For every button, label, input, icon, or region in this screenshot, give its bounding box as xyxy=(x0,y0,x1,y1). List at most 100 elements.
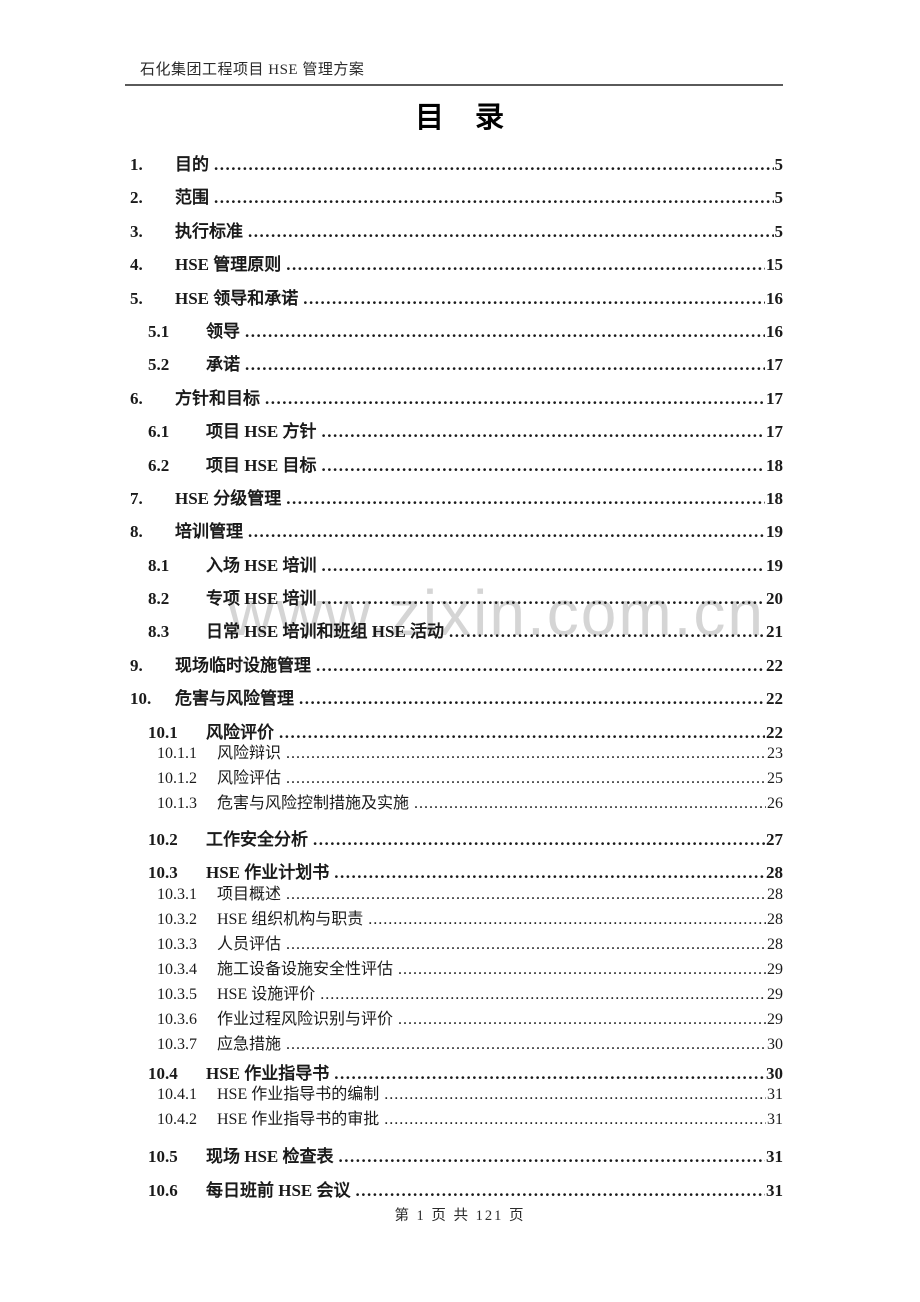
toc-entry[interactable]: 2. 范围 5 xyxy=(130,181,783,214)
toc-entry[interactable]: 1. 目的 5 xyxy=(130,148,783,181)
toc-entry[interactable]: 10.6 每日班前 HSE 会议 31 xyxy=(130,1174,783,1207)
toc-entry[interactable]: 10.3.7 应急措施 30 xyxy=(130,1032,783,1057)
toc-entry[interactable]: 10.4.1 HSE 作业指导书的编制 31 xyxy=(130,1082,783,1107)
toc-entry[interactable]: 6.1 项目 HSE 方针 17 xyxy=(130,415,783,448)
toc-entry-label: 风险评估 xyxy=(217,770,282,788)
toc-entry-label: 应急措施 xyxy=(217,1035,282,1053)
toc-entry[interactable]: 10.5 现场 HSE 检查表 31 xyxy=(130,1140,783,1173)
toc-entry-dots xyxy=(384,1082,766,1107)
toc-entry[interactable]: 10.3.3 人员评估 28 xyxy=(130,932,783,957)
toc-entry-dots xyxy=(286,882,766,907)
toc-entry-label: 项目 HSE 目标 xyxy=(206,455,317,475)
toc-entry-page: 30 xyxy=(766,1063,783,1083)
toc-entry[interactable]: 10.2 工作安全分析 27 xyxy=(130,823,783,856)
toc-entry[interactable]: 8.3 日常 HSE 培训和班组 HSE 活动 21 xyxy=(130,615,783,648)
toc-entry-page: 17 xyxy=(766,355,783,375)
toc-entry-label: 承诺 xyxy=(206,355,240,375)
page-footer: 第 1 页 共 121 页 xyxy=(394,1208,526,1224)
toc-entry[interactable]: 10.3.6 作业过程风险识别与评价 29 xyxy=(130,1007,783,1032)
toc-entry-dots xyxy=(322,582,765,615)
toc-entry[interactable]: 6. 方针和目标 17 xyxy=(130,382,783,415)
toc-entry-label: 项目 HSE 方针 xyxy=(206,422,317,442)
toc-entry-dots xyxy=(384,1107,766,1132)
toc-entry[interactable]: 6.2 项目 HSE 目标 18 xyxy=(130,449,783,482)
toc-entry[interactable]: 10.3.1 项目概述 28 xyxy=(130,882,783,907)
toc-entry-page: 17 xyxy=(766,388,783,408)
toc-entry[interactable]: 10.3 HSE 作业计划书 28 xyxy=(130,856,783,889)
toc-entry-num: 6.1 xyxy=(148,422,170,442)
toc-entry-label: HSE 组织机构与职责 xyxy=(217,910,364,928)
toc-entry-num: 10.1.1 xyxy=(157,745,197,763)
toc-entry[interactable]: 10.3.2 HSE 组织机构与职责 28 xyxy=(130,907,783,932)
toc-entry-label: 执行标准 xyxy=(175,221,243,241)
toc-entry-num: 5.2 xyxy=(148,355,170,375)
toc-entry-page: 19 xyxy=(766,522,783,542)
toc-entry[interactable]: 10.3.4 施工设备设施安全性评估 29 xyxy=(130,957,783,982)
toc-entry-num: 6.2 xyxy=(148,455,170,475)
toc-entry-page: 31 xyxy=(766,1147,783,1167)
toc-entry-page: 5 xyxy=(774,188,784,208)
toc-entry[interactable]: 10.1.2 风险评估 25 xyxy=(130,766,783,791)
toc-entry[interactable]: 8. 培训管理 19 xyxy=(130,515,783,548)
toc-entry-num: 10.4 xyxy=(148,1063,178,1083)
toc-entry-num: 6. xyxy=(130,388,143,408)
toc-entry-dots xyxy=(356,1174,765,1207)
toc-entry-dots xyxy=(414,791,766,816)
toc-entry-num: 8. xyxy=(130,522,143,542)
toc-entry-label: 专项 HSE 培训 xyxy=(206,589,317,609)
toc-entry-page: 28 xyxy=(767,885,783,903)
toc-entry[interactable]: 10.3.5 HSE 设施评价 29 xyxy=(130,982,783,1007)
toc-entry-dots xyxy=(320,982,766,1007)
toc-entry-page: 22 xyxy=(766,722,783,742)
toc-entry[interactable]: 9. 现场临时设施管理 22 xyxy=(130,649,783,682)
toc-entry-dots xyxy=(316,649,765,682)
toc-entry-num: 8.1 xyxy=(148,555,170,575)
toc-entry-dots xyxy=(322,549,765,582)
toc-entry[interactable]: 10.1.1 风险辩识 23 xyxy=(130,741,783,766)
toc-entry[interactable]: 3. 执行标准 5 xyxy=(130,215,783,248)
toc-entry-page: 21 xyxy=(766,622,783,642)
toc-entry[interactable]: 5.1 领导 16 xyxy=(130,315,783,348)
toc-entry-num: 7. xyxy=(130,488,143,508)
toc-entry-num: 5. xyxy=(130,288,143,308)
toc-entry-label: HSE 设施评价 xyxy=(217,985,316,1003)
toc-entry-page: 20 xyxy=(766,589,783,609)
toc-entry-page: 25 xyxy=(767,770,783,788)
toc-entry-label: 日常 HSE 培训和班组 HSE 活动 xyxy=(206,622,445,642)
toc-entry-num: 4. xyxy=(130,255,143,275)
toc-entry[interactable]: 10.1.3 危害与风险控制措施及实施 26 xyxy=(130,791,783,816)
toc-entry-page: 28 xyxy=(766,863,783,883)
toc-entry-dots xyxy=(398,1007,766,1032)
toc-entry-page: 16 xyxy=(766,321,783,341)
toc-entry-num: 5.1 xyxy=(148,321,170,341)
toc-entry-label: 项目概述 xyxy=(217,885,282,903)
toc-entry[interactable]: 5.2 承诺 17 xyxy=(130,348,783,381)
toc-entry-page: 15 xyxy=(766,255,783,275)
toc-entry-label: 危害与风险管理 xyxy=(175,689,294,709)
toc-entry-page: 27 xyxy=(766,830,783,850)
toc-entry[interactable]: 4. HSE 管理原则 15 xyxy=(130,248,783,281)
toc-entry-label: 工作安全分析 xyxy=(206,830,308,850)
toc-entry-dots xyxy=(248,515,765,548)
toc-entry-label: HSE 作业计划书 xyxy=(206,863,330,883)
toc-entry-dots xyxy=(322,415,765,448)
toc-entry-label: HSE 作业指导书的审批 xyxy=(217,1111,380,1129)
toc-entry[interactable]: 5. HSE 领导和承诺 16 xyxy=(130,282,783,315)
toc-entry[interactable]: 10. 危害与风险管理 22 xyxy=(130,682,783,715)
toc-entry-dots xyxy=(303,282,765,315)
toc-entry[interactable]: 8.2 专项 HSE 培训 20 xyxy=(130,582,783,615)
toc-entry-dots xyxy=(245,348,765,381)
toc-entry[interactable]: 8.1 入场 HSE 培训 19 xyxy=(130,549,783,582)
toc-entry[interactable]: 10.1 风险评价 22 xyxy=(130,716,783,749)
toc-entry-num: 10.3.5 xyxy=(157,985,197,1003)
toc-entry-dots xyxy=(339,1140,765,1173)
toc-entry[interactable]: 7. HSE 分级管理 18 xyxy=(130,482,783,515)
toc-entry-label: 现场 HSE 检查表 xyxy=(206,1147,334,1167)
toc-entry[interactable]: 10.4.2 HSE 作业指导书的审批 31 xyxy=(130,1107,783,1132)
toc-entry[interactable]: 10.4 HSE 作业指导书 30 xyxy=(130,1057,783,1090)
toc-entry-dots xyxy=(286,932,766,957)
toc-entry-dots xyxy=(286,1032,766,1057)
toc-entry-page: 29 xyxy=(767,985,783,1003)
toc-entry-num: 10.4.1 xyxy=(157,1086,197,1104)
